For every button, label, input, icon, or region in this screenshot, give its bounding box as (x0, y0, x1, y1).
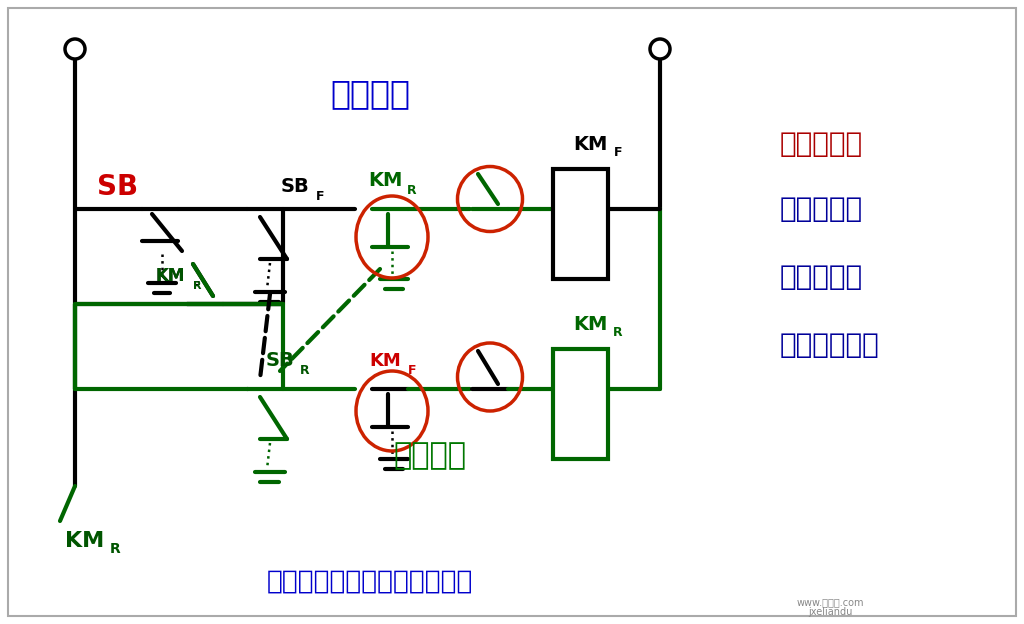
Text: R: R (300, 364, 310, 376)
Text: F: F (408, 364, 416, 376)
Text: 笼型电动机正反转的控制线路: 笼型电动机正反转的控制线路 (267, 569, 473, 595)
Circle shape (65, 39, 85, 59)
Text: SB: SB (97, 173, 138, 201)
Text: KM: KM (156, 267, 184, 285)
Text: R: R (193, 281, 202, 291)
Text: KM: KM (66, 531, 104, 551)
Text: jxeliandu: jxeliandu (808, 607, 852, 617)
Text: R: R (613, 326, 623, 339)
Text: SB: SB (281, 177, 309, 197)
Text: F: F (613, 147, 623, 160)
Text: R: R (110, 542, 121, 556)
Bar (553, 349, 608, 459)
Text: KM: KM (156, 267, 184, 285)
Text: KM: KM (368, 172, 402, 190)
Text: F: F (315, 190, 325, 203)
Text: 机械联锁: 机械联锁 (330, 77, 410, 110)
Text: KM: KM (572, 314, 607, 333)
Text: 利用复合按: 利用复合按 (780, 195, 863, 223)
Text: 机械联锁：: 机械联锁： (780, 130, 863, 158)
Text: SB: SB (265, 351, 294, 371)
Text: KM: KM (572, 135, 607, 154)
Text: 电气联锁: 电气联锁 (393, 442, 467, 470)
Text: www.电气图.com: www.电气图.com (797, 597, 864, 607)
Bar (553, 169, 608, 279)
Text: 钮的触点实: 钮的触点实 (780, 263, 863, 291)
Circle shape (650, 39, 670, 59)
Text: R: R (408, 183, 417, 197)
Text: KM: KM (369, 352, 400, 370)
Text: F: F (194, 281, 201, 291)
Text: 现联锁控制。: 现联锁控制。 (780, 331, 880, 359)
